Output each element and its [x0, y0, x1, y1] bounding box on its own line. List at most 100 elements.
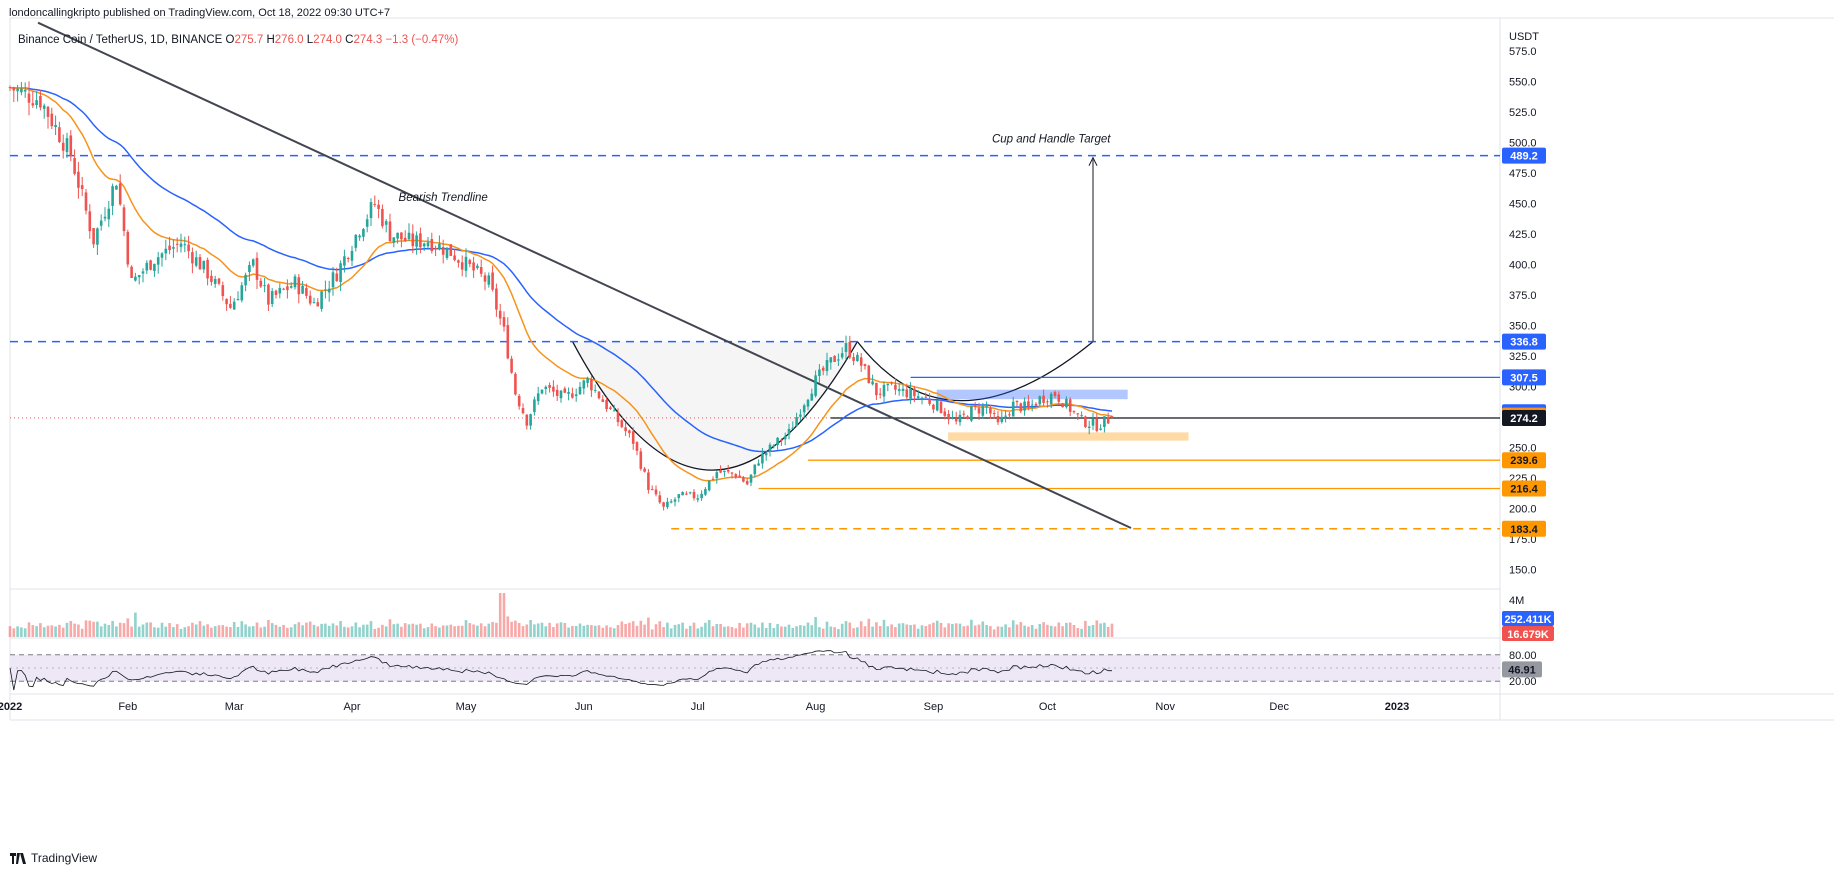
volume-bar — [107, 624, 111, 637]
candle-body — [50, 113, 54, 127]
candle-body — [160, 253, 164, 258]
candle-body — [1072, 411, 1076, 413]
price-label: 307.5 — [1510, 372, 1538, 384]
volume-bar — [852, 628, 855, 637]
volume-bar — [453, 626, 456, 637]
candle-body — [103, 216, 107, 219]
volume-bar — [343, 626, 346, 637]
volume-bar — [42, 627, 46, 637]
volume-bar — [909, 625, 912, 637]
candle-body — [175, 243, 179, 245]
candle-body — [335, 273, 339, 282]
y-tick-label: 425.0 — [1509, 229, 1537, 241]
volume-bar — [403, 623, 407, 637]
candle-body — [134, 276, 137, 281]
volume-bar — [46, 625, 50, 637]
candle-body — [198, 257, 202, 270]
volume-bar — [1095, 620, 1099, 637]
candle-body — [46, 106, 50, 117]
candle-body — [107, 208, 111, 220]
candle-body — [441, 247, 445, 255]
volume-bar — [305, 622, 308, 637]
y-tick-label: 250.0 — [1509, 443, 1537, 455]
volume-bar — [943, 627, 947, 637]
volume-bar — [50, 625, 54, 637]
target-arrow-head — [1088, 156, 1098, 166]
volume-bar — [464, 620, 468, 637]
volume-bar — [388, 619, 392, 637]
volume-bar — [1076, 627, 1080, 637]
volume-bar — [164, 626, 168, 637]
volume-bar — [696, 628, 700, 637]
candle-body — [1099, 428, 1102, 430]
candle-body — [483, 275, 487, 282]
volume-bar — [742, 627, 745, 637]
volume-bar — [563, 622, 567, 637]
candle-body — [137, 275, 141, 278]
candle-body — [92, 228, 95, 245]
candle-body — [301, 285, 304, 294]
candle-body — [156, 257, 160, 265]
candle-body — [27, 93, 31, 103]
candle-body — [544, 386, 548, 390]
candle-body — [818, 369, 821, 377]
volume-bar — [282, 624, 285, 637]
candle-body — [932, 404, 935, 410]
volume-bar — [172, 627, 175, 637]
candle-body — [20, 88, 23, 93]
candle-body — [913, 388, 916, 397]
volume-bar — [764, 627, 768, 637]
volume-bar — [415, 624, 418, 637]
volume-bar — [65, 622, 69, 637]
volume-bar — [339, 621, 342, 637]
candle-body — [973, 405, 977, 407]
candle-body — [502, 317, 506, 327]
volume-bar — [966, 625, 969, 637]
volume-bar — [229, 627, 232, 637]
candle-body — [225, 298, 228, 305]
y-tick-label: 475.0 — [1509, 168, 1537, 180]
candle-body — [985, 406, 988, 408]
volume-bar — [525, 624, 529, 637]
volume-bar — [1110, 623, 1114, 637]
volume-bar — [605, 625, 608, 637]
volume-bar — [867, 618, 871, 637]
candle-body — [761, 453, 764, 464]
candle-body — [430, 239, 434, 252]
x-tick-label: Apr — [343, 701, 360, 713]
volume-bar — [498, 593, 502, 637]
candle-body — [39, 95, 42, 108]
volume-bar — [886, 626, 890, 637]
volume-bar — [365, 624, 369, 637]
volume-bar — [1015, 624, 1019, 637]
symbol-legend: Binance Coin / TetherUS, 1D, BINANCE O27… — [18, 34, 458, 46]
volume-bar — [400, 626, 403, 637]
volume-bar — [692, 622, 696, 637]
volume-bar — [780, 626, 783, 637]
candle-body — [392, 237, 396, 243]
volume-bar — [441, 625, 445, 637]
candle-body — [894, 384, 897, 390]
candle-body — [555, 389, 559, 396]
candle-body — [582, 380, 586, 389]
candle-body — [251, 259, 255, 266]
candle-body — [312, 302, 316, 304]
candle-body — [780, 439, 783, 441]
candle-body — [244, 274, 247, 286]
candle-body — [69, 135, 73, 156]
volume-bar — [126, 618, 130, 637]
candle-body — [259, 280, 263, 287]
volume-bar — [529, 620, 532, 637]
volume-bar — [312, 624, 316, 637]
candle-body — [643, 468, 646, 472]
volume-bar — [137, 626, 141, 637]
candle-body — [681, 492, 684, 496]
candle-body — [571, 393, 574, 398]
price-label-bg — [1502, 369, 1546, 386]
volume-bar — [369, 621, 373, 637]
brand[interactable]: TradingView — [10, 851, 97, 865]
candle-body — [901, 388, 905, 391]
volume-bar — [825, 621, 829, 637]
volume-bar — [479, 623, 483, 637]
